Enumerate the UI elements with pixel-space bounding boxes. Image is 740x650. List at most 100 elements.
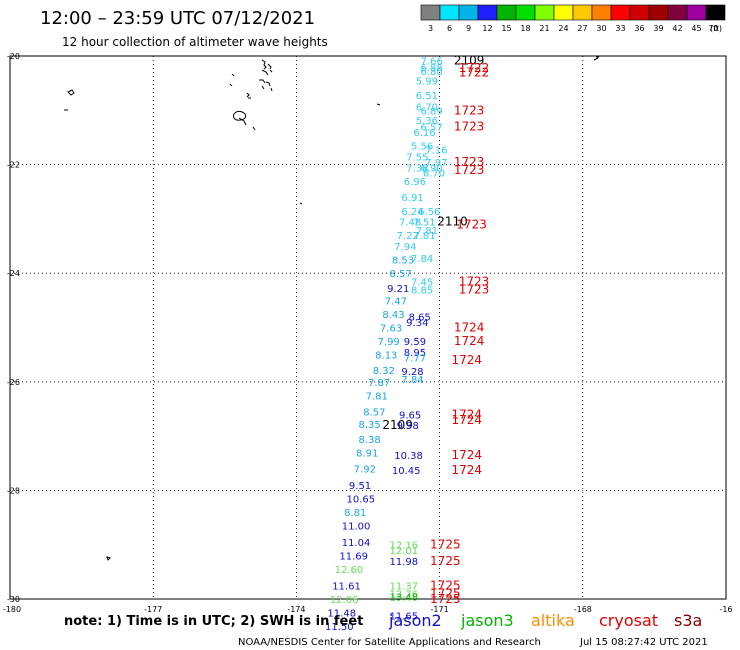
pass-time-label: 2109 [382,418,413,432]
wave-height-value: 12.01 [389,546,418,557]
pass-time-label: 1725 [430,554,461,568]
wave-height-value: 11.37 [389,581,418,592]
colorbar-tick-label: 12 [482,24,492,33]
wave-height-value: 7.48 [399,218,421,229]
latitude-tick-label: -30 [7,595,20,604]
wave-height-value: 11.69 [339,552,368,563]
pass-time-label: 1724 [454,334,485,348]
colorbar-swatch [629,4,650,21]
colorbar-tick-label: 45 [691,24,701,33]
wave-height-value: 5.36 [416,116,438,127]
wave-height-value: 12.06 [330,595,359,606]
map-subtitle: 12 hour collection of altimeter wave hei… [62,35,328,49]
pass-time-label: 1723 [454,163,485,177]
wave-height-value: 7.92 [354,465,376,476]
wave-height-value: 11.65 [389,611,418,622]
colorbar-swatch [496,4,517,21]
wave-height-value: 6.88 [421,63,443,74]
wave-height-value: 7.47 [385,296,407,307]
wave-height-value: 11.50 [325,622,354,633]
wave-height-value: 5.99 [416,76,438,87]
wave-height-value: 6.89 [421,106,443,117]
wave-height-value: 9.98 [397,421,419,432]
pass-time-label: 1723 [454,120,485,134]
wave-height-value: 6.51 [416,91,438,102]
pass-time-label: 1724 [452,463,483,477]
pass-time-label: 1722 [459,61,490,75]
wave-height-value: 9.51 [349,481,371,492]
map-title: 12:00 – 23:59 UTC 07/12/2021 [40,8,315,29]
colorbar-tick-label: 33 [615,24,625,33]
colorbar-swatch [686,4,707,21]
wave-height-value: 7.63 [380,324,402,335]
satellite-legend-entry: s3a [674,611,702,630]
colorbar-tick-label: 30 [596,24,606,33]
wave-height-value: 7.22 [397,231,419,242]
wave-height-value: 7.45 [411,277,433,288]
wave-height-value: 6.80 [421,67,443,78]
island-outline [106,56,599,561]
colorbar-tick-label: 6 [447,24,452,33]
wave-height-value: 6.91 [401,193,423,204]
wave-height-value: 12.60 [335,565,364,576]
wave-height-value: 6.90 [421,163,443,174]
pass-time-label: 1724 [452,353,483,367]
wave-height-value: 6.70 [423,169,445,180]
longitude-tick-label: -16 [719,605,732,614]
wave-height-value: 13.48 [389,592,418,603]
wave-height-value: 8.32 [373,366,395,377]
colorbar-swatch [534,4,555,21]
wave-height-value: 8.53 [392,256,414,267]
wave-height-value: 8.95 [404,348,426,359]
pass-time-label: 1724 [452,407,483,421]
wave-height-value: 8.38 [358,435,380,446]
wave-height-value: 12.16 [389,541,418,552]
colorbar-swatch [515,4,536,21]
wave-height-value: 11.98 [389,557,418,568]
satellite-legend: jason2 jason3 altika cryosat s3a [388,611,702,630]
wave-height-value: 9.59 [404,337,426,348]
pass-time-label: 1725 [430,578,461,592]
colorbar-swatch [610,4,631,21]
island-outline [259,59,273,92]
wave-height-value: 9.28 [401,367,423,378]
colorbar-swatch [458,4,479,21]
colorbar-swatch [553,4,574,21]
wave-height-value: 10.65 [347,495,376,506]
wave-height-value: 10.38 [394,451,423,462]
longitude-tick-label: -177 [144,605,162,614]
wave-height-value: 7.94 [394,242,416,253]
footer-note: note: 1) Time is in UTC; 2) SWH is in fe… [64,614,363,629]
wave-height-value: 6.56 [418,207,440,218]
colorbar-tick-label: 39 [653,24,663,33]
colorbar-tick-label: 9 [466,24,471,33]
pass-time-label: 1725 [430,587,461,601]
pass-time-label: 1725 [430,592,461,606]
satellite-legend-entry: jason3 [460,611,514,630]
wave-height-value: 7.16 [425,145,447,156]
wave-height-value: 9.65 [399,410,421,421]
pass-time-label: 1724 [452,448,483,462]
wave-height-value: 9.21 [387,284,409,295]
axis-tick-labels: -180 -177 -174 -171 -168 -16 -20 -22 -24 -26 -28 -3… [3,52,733,614]
wave-height-value: 8.81 [344,508,366,519]
wave-height-value: 8.35 [358,420,380,431]
wave-height-value: 11.04 [342,538,371,549]
wave-height-value: 7.77 [404,353,426,364]
satellite-legend-entry: altika [531,611,575,630]
colorbar-swatch [477,4,498,21]
footer-timestamp: Jul 15 08:27:42 UTC 2021 [579,637,708,648]
colorbar-swatch [420,4,441,21]
pass-time-label: 1723 [454,155,485,169]
colorbar-tick-label: 70 [708,24,718,33]
colorbar-tick-label: 3 [428,24,433,33]
wave-height-value: 8.13 [375,351,397,362]
pass-time-label: 2109 [454,53,485,67]
wave-height-value: 7.38 [406,163,428,174]
wave-height-value: 6.96 [404,177,426,188]
wave-height-value: 8.91 [356,448,378,459]
wave-height-value: 8.57 [389,269,411,280]
wave-height-value: 5.56 [411,142,433,153]
wave-height-value: 7.99 [378,337,400,348]
island-outline [229,73,256,131]
